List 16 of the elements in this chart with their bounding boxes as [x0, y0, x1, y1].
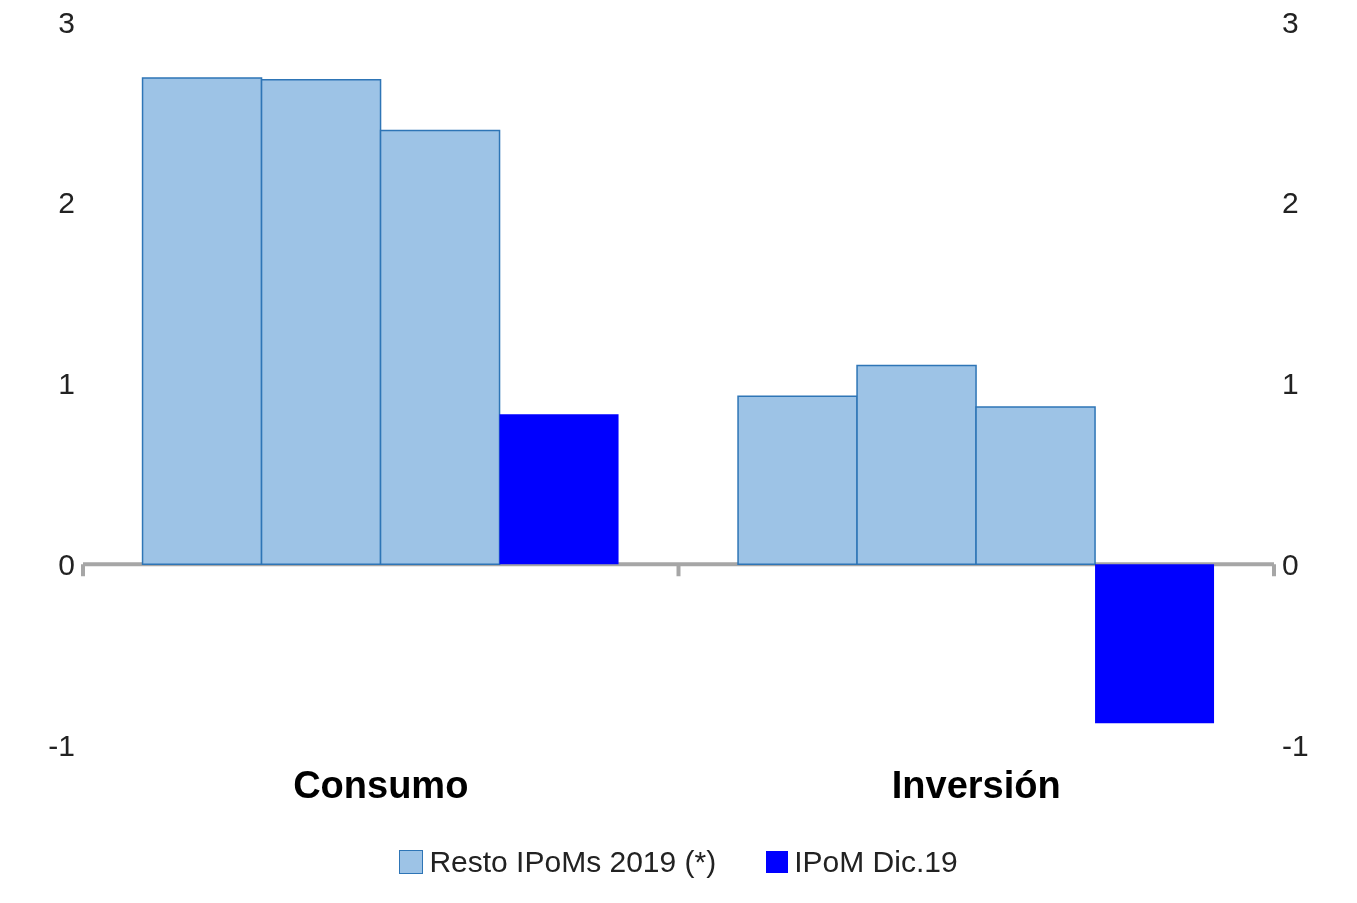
x-tick-label: Inversión	[891, 763, 1061, 806]
y2-tick-label: 2	[1282, 186, 1299, 220]
y2-tick-label: 3	[1282, 5, 1299, 39]
legend-label: IPoM Dic.19	[794, 845, 958, 879]
y-tick-label: 2	[58, 186, 75, 220]
x-tick-label: Consumo	[293, 763, 469, 806]
bar	[499, 414, 619, 565]
y2-tick-label: -1	[1282, 728, 1309, 762]
y2-tick-label: 1	[1282, 367, 1299, 401]
y-tick-label: 1	[58, 367, 75, 401]
y-tick-label: 0	[58, 547, 75, 581]
y2-tick-label: 0	[1282, 547, 1299, 581]
y-tick-label: 3	[58, 5, 75, 39]
legend-label: Resto IPoMs 2019 (*)	[429, 845, 717, 879]
y-tick-label: -1	[48, 728, 75, 762]
bar	[1095, 564, 1215, 724]
